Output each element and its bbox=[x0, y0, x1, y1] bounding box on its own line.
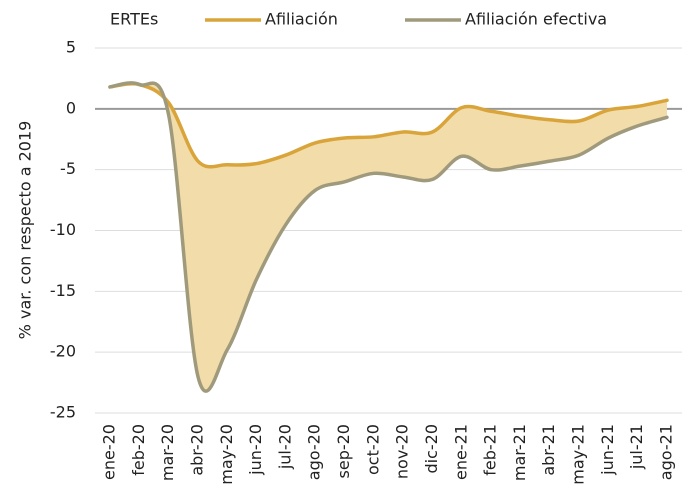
x-tick-label: ago-21 bbox=[657, 424, 676, 480]
x-tick-label: sep-20 bbox=[334, 424, 353, 478]
x-tick-label: abr-20 bbox=[187, 424, 206, 476]
x-tick-label: ene-20 bbox=[100, 424, 119, 480]
y-tick-label: -10 bbox=[50, 220, 76, 239]
area bbox=[110, 82, 667, 392]
x-tick-label: ago-20 bbox=[305, 424, 324, 480]
y-tick-label: 0 bbox=[66, 98, 76, 117]
x-tick-label: dic-20 bbox=[422, 424, 441, 474]
y-tick-label: -25 bbox=[50, 403, 76, 422]
y-tick-label: -20 bbox=[50, 342, 76, 361]
x-tick-label: abr-21 bbox=[539, 424, 558, 476]
x-tick-label: ene-21 bbox=[451, 424, 470, 480]
y-tick-label: -5 bbox=[60, 159, 76, 178]
x-tick-label: mar-21 bbox=[510, 424, 529, 481]
y-tick-label: 5 bbox=[66, 38, 76, 57]
x-tick-label: may-20 bbox=[217, 424, 236, 485]
x-tick-label: nov-20 bbox=[393, 424, 412, 479]
x-tick-label: jul-21 bbox=[627, 424, 646, 470]
x-tick-label: oct-20 bbox=[363, 424, 382, 475]
x-tick-label: mar-20 bbox=[158, 424, 177, 481]
y-axis-label: % var. con respecto a 2019 bbox=[16, 121, 35, 340]
x-tick-label: jun-21 bbox=[598, 424, 617, 476]
legend-label: ERTEs bbox=[110, 10, 158, 29]
x-tick-label: feb-20 bbox=[129, 424, 148, 476]
x-tick-label: feb-21 bbox=[481, 424, 500, 476]
legend-label: Afiliación efectiva bbox=[465, 10, 607, 29]
line bbox=[108, 81, 669, 169]
x-tick-label: may-21 bbox=[569, 424, 588, 485]
x-tick-label: jun-20 bbox=[246, 424, 265, 476]
x-tick-label: jul-20 bbox=[275, 424, 294, 470]
line bbox=[108, 81, 669, 393]
legend-label: Afiliación bbox=[265, 10, 338, 29]
y-tick-label: -15 bbox=[50, 281, 76, 300]
